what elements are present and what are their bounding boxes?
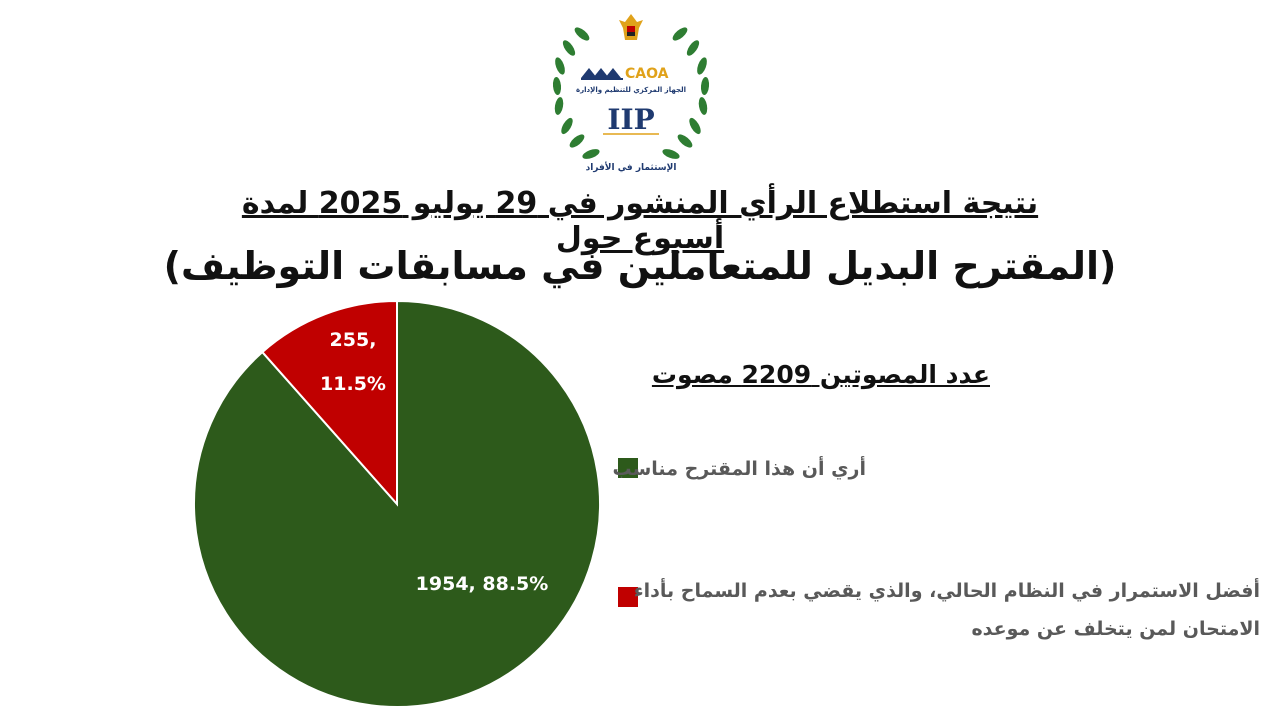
logo-tagline: الإستثمار في الأفراد: [586, 161, 677, 173]
voters-caption: عدد المصوتين 2209 مصوت: [651, 360, 990, 389]
legend-item-suitable: أري أن هذا المقترح مناسب: [610, 450, 890, 484]
pie-label-current-system-percent: 11.5%: [320, 373, 386, 395]
legend-swatch-suitable: [618, 458, 638, 478]
legend-swatch-current-system: [618, 587, 638, 607]
legend-label-current-system: أفضل الاستمرار في النظام الحالي، والذي ي…: [633, 580, 1260, 640]
logo-org-name: الجهاز المركزي للتنظيم والإدارة: [576, 86, 686, 94]
logo-abbrev: CAOA: [625, 66, 669, 82]
pie-label-suitable: 1954, 88.5%: [416, 573, 549, 595]
chart-title: نتيجة استطلاع الرأي المنشور في 29 يوليو …: [241, 186, 1039, 256]
pie-label-current-system-count: 255,: [330, 329, 377, 351]
legend-item-current-system: أفضل الاستمرار في النظام الحالي، والذي ي…: [600, 572, 1272, 662]
caoa-iip-logo: CAOA الجهاز المركزي للتنظيم والإدارة IIP…: [552, 14, 710, 173]
legend-label-suitable: أري أن هذا المقترح مناسب: [612, 458, 867, 480]
chart-subtitle-main: (المقترح البديل للمتعاملين في مسابقات ال…: [163, 244, 1117, 288]
pie-chart: 1954, 88.5% 255, 11.5%: [193, 299, 601, 708]
logo-program: IIP: [607, 103, 654, 136]
pie-slice-current-system: [260, 299, 398, 507]
